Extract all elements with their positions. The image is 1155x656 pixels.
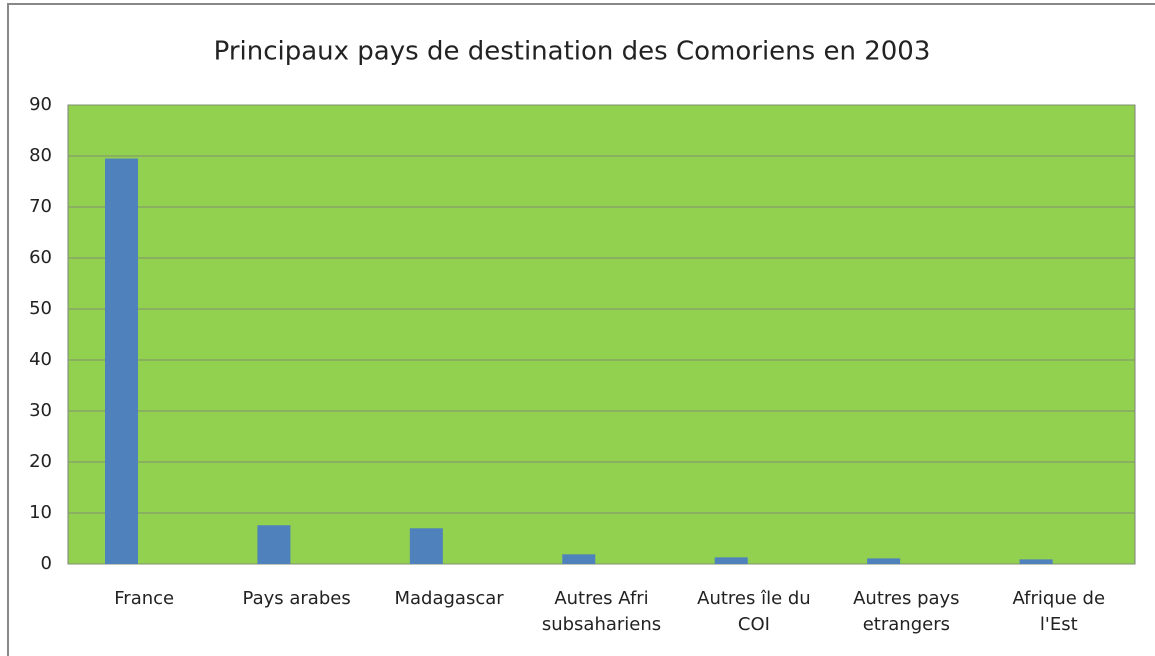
y-tick-label: 20 [29, 451, 52, 472]
x-tick-label: France [114, 588, 175, 609]
y-tick-label: 80 [29, 145, 52, 166]
y-tick-label: 60 [29, 247, 52, 268]
y-tick-label: 70 [29, 196, 52, 217]
x-tick-label: Autres pays etrangers [853, 588, 960, 635]
y-tick-label: 90 [29, 94, 52, 115]
bar [105, 158, 138, 565]
bar [1019, 559, 1053, 564]
chart-title: Principaux pays de destination des Comor… [214, 37, 931, 67]
y-tick-label: 50 [29, 298, 52, 319]
bar [409, 528, 443, 564]
y-tick-label: 10 [29, 502, 52, 523]
bar [257, 525, 291, 564]
bar [562, 554, 596, 564]
x-tick-label: Autres Afri subsahariens [541, 588, 662, 635]
x-tick-label: Pays arabes [242, 588, 351, 609]
y-tick-label: 0 [41, 553, 52, 574]
bar [867, 558, 901, 564]
y-tick-label: 30 [29, 400, 52, 421]
x-tick-label: Madagascar [394, 588, 504, 609]
plot-area [67, 104, 1136, 565]
y-tick-label: 40 [29, 349, 52, 370]
x-tick-label: Autres île du COI [697, 588, 811, 635]
bar [714, 557, 748, 564]
x-tick-label: Afrique de l'Est [1012, 588, 1106, 635]
